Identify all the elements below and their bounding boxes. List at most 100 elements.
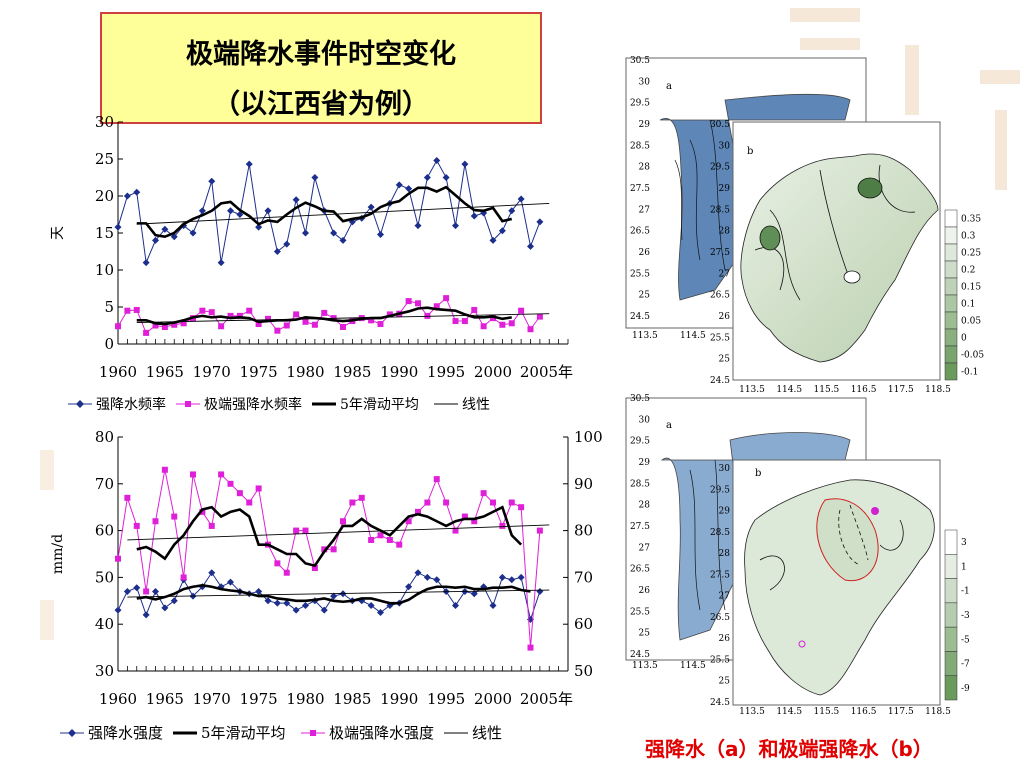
data-point-square: [433, 303, 440, 310]
data-point-square: [330, 546, 337, 553]
map-ytick-label: 29.5: [630, 437, 650, 447]
data-point-square: [386, 311, 393, 318]
data-point-diamond: [405, 185, 413, 193]
background-decoration: [905, 45, 919, 115]
legend-label-2: 5年滑动平均: [340, 396, 419, 413]
colorbar-cell: [944, 260, 958, 279]
y-axis-label: mm/d: [50, 534, 66, 574]
x-tick-label: 2005年: [520, 363, 573, 381]
background-decoration: [980, 70, 1020, 84]
data-point-diamond: [302, 229, 309, 237]
data-point-square: [115, 555, 121, 562]
series-line-4: [136, 202, 550, 225]
data-point-diamond: [236, 211, 244, 218]
colorbar-label: 0.3: [961, 232, 976, 242]
legend-label-1: 5年滑动平均: [201, 724, 286, 742]
data-point-square: [274, 327, 281, 334]
data-point-diamond: [114, 606, 122, 614]
series-line-5: [136, 313, 550, 323]
map-ytick-label: 28.5: [630, 141, 650, 151]
data-point-diamond: [142, 259, 150, 267]
legend-label-0: 强降水强度: [88, 724, 163, 742]
map-ytick-label: 26: [719, 312, 731, 322]
data-point-diamond: [461, 160, 469, 168]
data-point-square: [452, 527, 459, 534]
y-tick-label: 0: [104, 335, 114, 353]
data-point-square: [480, 490, 487, 497]
map-xtick-label: 115.5: [814, 385, 840, 395]
map-ytick-label: 28: [639, 163, 651, 173]
data-point-diamond: [348, 218, 356, 226]
data-point-diamond: [480, 209, 488, 217]
data-point-square: [124, 494, 131, 501]
data-point-square: [133, 306, 140, 313]
data-point-diamond: [189, 229, 197, 237]
data-point-diamond: [170, 597, 178, 605]
data-point-square: [311, 565, 318, 572]
data-point-square: [208, 309, 215, 316]
data-point-diamond: [161, 225, 169, 233]
y-tick-label: 10: [95, 261, 114, 279]
data-point-square: [518, 307, 525, 314]
data-point-square: [199, 307, 206, 314]
data-point-square: [443, 499, 450, 506]
background-decoration: [995, 110, 1007, 190]
data-point-square: [349, 499, 356, 506]
data-point-diamond: [133, 584, 141, 592]
data-point-square: [499, 522, 506, 529]
colorbar-cell: [944, 529, 958, 555]
colorbar-cell: [944, 311, 958, 330]
data-point-square: [274, 560, 281, 567]
data-point-square: [499, 321, 506, 328]
y2-tick-label: 60: [574, 615, 593, 633]
data-point-diamond: [433, 156, 441, 164]
x-tick-label: 1960: [99, 690, 137, 708]
colorbar-label: -0.05: [961, 351, 984, 361]
title-line-1: 极端降水事件时空变化: [186, 39, 456, 70]
y-tick-label: 80: [95, 428, 114, 446]
data-point-diamond: [405, 583, 413, 591]
data-point-square: [471, 518, 478, 525]
y-tick-label: 5: [104, 298, 114, 316]
y-tick-label: 40: [95, 615, 114, 633]
data-point-diamond: [470, 590, 478, 598]
data-point-diamond: [536, 587, 544, 595]
legend-label-0: 强降水频率: [96, 396, 166, 413]
colorbar-label: -7: [961, 660, 970, 670]
data-point-diamond: [527, 242, 534, 250]
map-xtick-label: 113.5: [739, 707, 765, 717]
map-top-b: b 24.5 25 25.5 26 26.5 27 27.5 28 28.5 29 29.5 30 30…: [710, 120, 984, 395]
data-point-diamond: [227, 578, 234, 586]
map-ytick-label: 24.5: [710, 698, 730, 708]
map-ytick-label: 26: [639, 248, 651, 258]
x-tick-label: 1975: [240, 363, 278, 381]
data-point-square: [124, 307, 131, 314]
map-panels: a 24.52525.52626.52727.52828.52929.53030…: [625, 56, 984, 717]
map-ytick-label: 28: [719, 227, 731, 237]
map-ytick-label: 24.5: [710, 376, 730, 386]
data-point-diamond: [470, 212, 478, 220]
data-point-square: [386, 536, 393, 543]
map-ytick-label: 27: [639, 543, 651, 553]
x-tick-label: 1970: [193, 363, 231, 381]
data-point-square: [321, 546, 328, 553]
data-point-square: [302, 318, 309, 325]
x-tick-label: 1995: [427, 690, 465, 708]
data-point-square: [321, 309, 328, 316]
map-ytick-label: 25: [719, 355, 731, 365]
map-ytick-label: 29.5: [710, 163, 730, 173]
colorbar-cell: [944, 675, 958, 701]
data-point-diamond: [114, 223, 122, 231]
data-point-square: [293, 311, 300, 318]
colorbar-cell: [944, 345, 958, 364]
data-point-square: [143, 588, 150, 595]
data-point-diamond: [302, 601, 309, 609]
legend-label-1: 极端强降水频率: [204, 396, 302, 413]
y2-tick-label: 100: [574, 428, 603, 446]
data-point-square: [527, 644, 534, 651]
data-point-diamond: [208, 177, 216, 185]
map-ytick-label: 27: [719, 592, 731, 602]
data-point-diamond: [517, 573, 525, 581]
data-point-square: [227, 480, 234, 487]
data-point-diamond: [133, 188, 141, 196]
